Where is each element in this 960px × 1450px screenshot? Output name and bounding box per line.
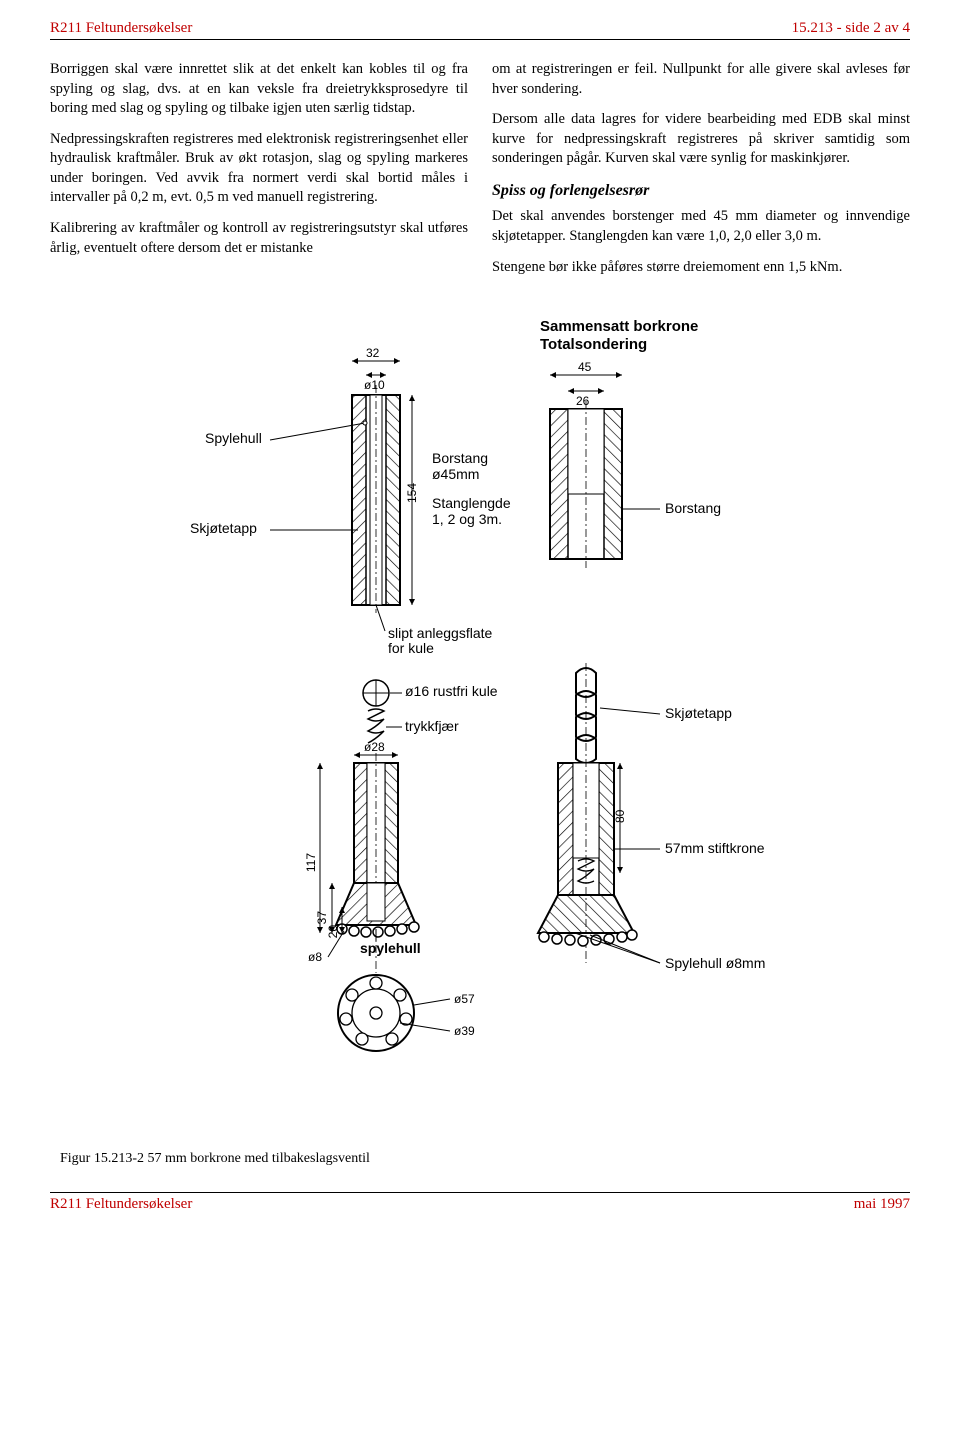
svg-text:Borstang: Borstang — [665, 500, 721, 516]
right-column: om at registreringen er feil. Nullpunkt … — [492, 60, 910, 288]
header-left: R211 Feltundersøkelser — [50, 20, 192, 37]
svg-text:37: 37 — [315, 911, 329, 925]
svg-text:ø28: ø28 — [364, 740, 385, 754]
svg-text:slipt anleggsflate f: slipt anleggsflate for kule — [388, 625, 496, 656]
diagram-title1: Sammensatt borkrone — [540, 318, 698, 335]
borstang-label: Borstang ø45mm — [432, 450, 492, 482]
svg-text:80: 80 — [613, 809, 627, 823]
para-r4: Stengene bør ikke påføres større dreiemo… — [492, 258, 910, 278]
svg-text:ø57: ø57 — [454, 992, 475, 1006]
figure-caption: Figur 15.213-2 57 mm borkrone med tilbak… — [50, 1151, 910, 1167]
stanglengde-label: Stanglengde 1, 2 og 3m. — [432, 495, 515, 527]
svg-text:ø10: ø10 — [364, 378, 385, 392]
svg-text:Skjøtetapp: Skjøtetapp — [190, 520, 257, 536]
svg-text:trykkfjær: trykkfjær — [405, 718, 459, 734]
page-footer: R211 Feltundersøkelser mai 1997 — [50, 1192, 910, 1213]
svg-text:154: 154 — [405, 483, 419, 503]
header-right: 15.213 - side 2 av 4 — [792, 20, 910, 37]
para-l1: Borriggen skal være innrettet slik at de… — [50, 60, 468, 119]
footer-right: mai 1997 — [854, 1196, 910, 1213]
svg-text:26: 26 — [576, 394, 590, 408]
para-l2: Nedpressingskraften registreres med elek… — [50, 130, 468, 208]
figure-diagram: Sammensatt borkrone Totalsondering 32 ø1… — [50, 313, 910, 1133]
svg-text:spylehull: spylehull — [360, 940, 421, 956]
para-r3: Det skal anvendes borstenger med 45 mm d… — [492, 207, 910, 246]
svg-text:Spylehull: Spylehull — [205, 430, 262, 446]
svg-text:57mm stiftkrone: 57mm stiftkrone — [665, 840, 765, 856]
right-stiftkrone: Skjøtetapp 80 — [538, 663, 765, 971]
left-column: Borriggen skal være innrettet slik at de… — [50, 60, 468, 288]
svg-text:ø8: ø8 — [308, 950, 322, 964]
technical-drawing-svg: Sammensatt borkrone Totalsondering 32 ø1… — [120, 313, 840, 1133]
left-borkrone: ø16 rustfri kule trykkfjær ø28 — [304, 680, 498, 1051]
page-header: R211 Feltundersøkelser 15.213 - side 2 a… — [50, 20, 910, 40]
footer-left: R211 Feltundersøkelser — [50, 1196, 192, 1213]
svg-text:45: 45 — [578, 360, 592, 374]
right-rod-top: 45 26 Borstang — [550, 360, 721, 568]
left-rod: 32 ø10 154 Spylehull — [190, 346, 515, 656]
svg-text:ø16 rustfri kule: ø16 rustfri kule — [405, 683, 498, 699]
text-columns: Borriggen skal være innrettet slik at de… — [50, 60, 910, 288]
para-r2: Dersom alle data lagres for videre bearb… — [492, 110, 910, 169]
para-r1: om at registreringen er feil. Nullpunkt … — [492, 60, 910, 99]
svg-text:Skjøtetapp: Skjøtetapp — [665, 705, 732, 721]
section-title: Spiss og forlengelsesrør — [492, 180, 910, 202]
svg-text:20: 20 — [326, 925, 340, 939]
svg-text:117: 117 — [304, 853, 318, 872]
para-l3: Kalibrering av kraftmåler og kontroll av… — [50, 219, 468, 258]
svg-text:32: 32 — [366, 346, 380, 360]
svg-text:ø39: ø39 — [454, 1024, 475, 1038]
svg-text:Spylehull ø8mm: Spylehull ø8mm — [665, 955, 765, 971]
diagram-title2: Totalsondering — [540, 336, 647, 353]
